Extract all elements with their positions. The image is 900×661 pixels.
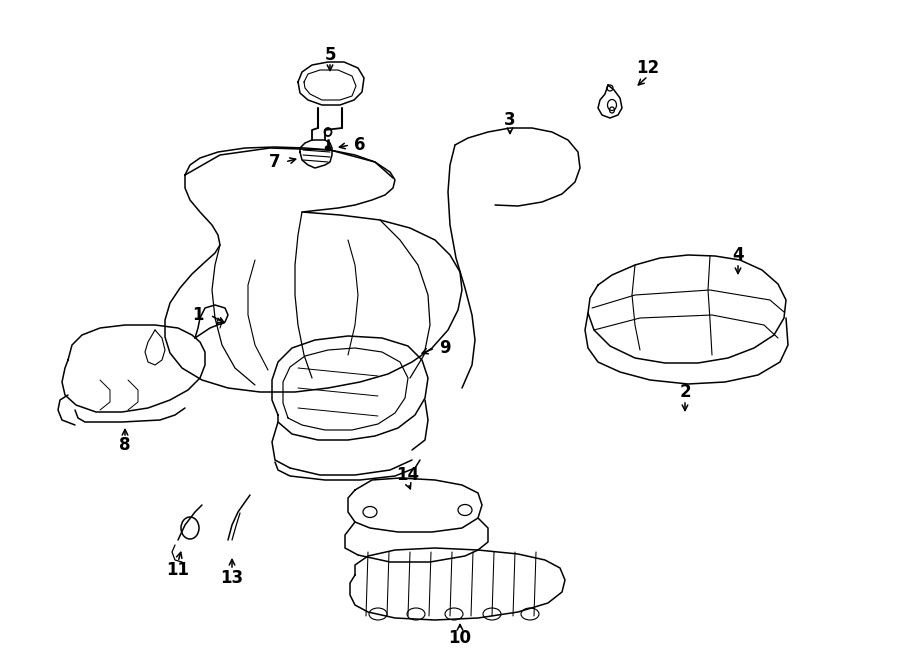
Text: 1: 1 — [193, 306, 203, 324]
Text: 9: 9 — [439, 339, 451, 357]
Text: 5: 5 — [324, 46, 336, 64]
Text: 10: 10 — [448, 629, 472, 647]
Ellipse shape — [326, 146, 330, 150]
Text: 6: 6 — [355, 136, 365, 154]
Text: 13: 13 — [220, 569, 244, 587]
Text: 4: 4 — [733, 246, 743, 264]
Text: 2: 2 — [680, 383, 691, 401]
Text: 12: 12 — [636, 59, 660, 77]
Text: 14: 14 — [396, 466, 419, 484]
Text: 3: 3 — [504, 111, 516, 129]
Text: 8: 8 — [119, 436, 130, 454]
Text: 7: 7 — [269, 153, 281, 171]
Text: 11: 11 — [166, 561, 190, 579]
